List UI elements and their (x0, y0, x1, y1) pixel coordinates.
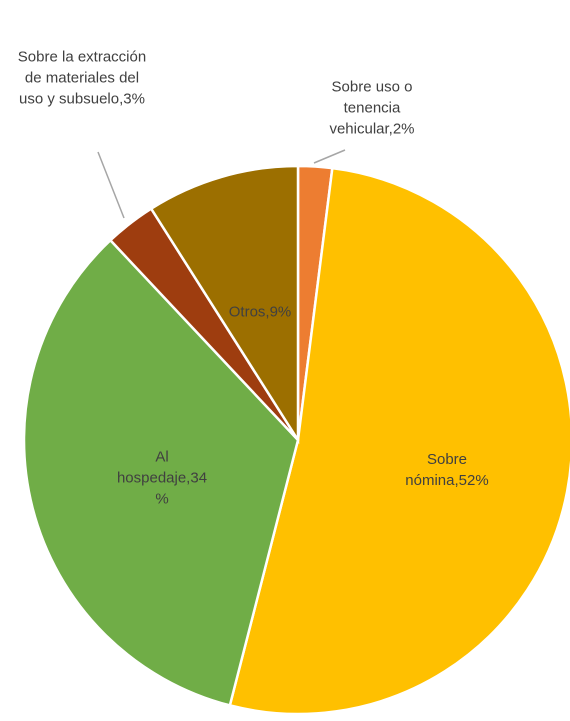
leader-line (313, 149, 346, 164)
leader-line (97, 151, 125, 219)
pie-slice (228, 166, 570, 716)
data-label: Sobre uso o tenencia vehicular,2% (329, 78, 415, 138)
pie-slice (22, 238, 300, 707)
data-label: Otros,9% (228, 303, 292, 321)
data-label: Al hospedaje,34 % (116, 448, 208, 508)
data-label: Sobre la extracción de materiales del us… (17, 48, 147, 108)
data-label: Sobre nómina,52% (405, 451, 489, 489)
pie-slice (149, 164, 300, 445)
